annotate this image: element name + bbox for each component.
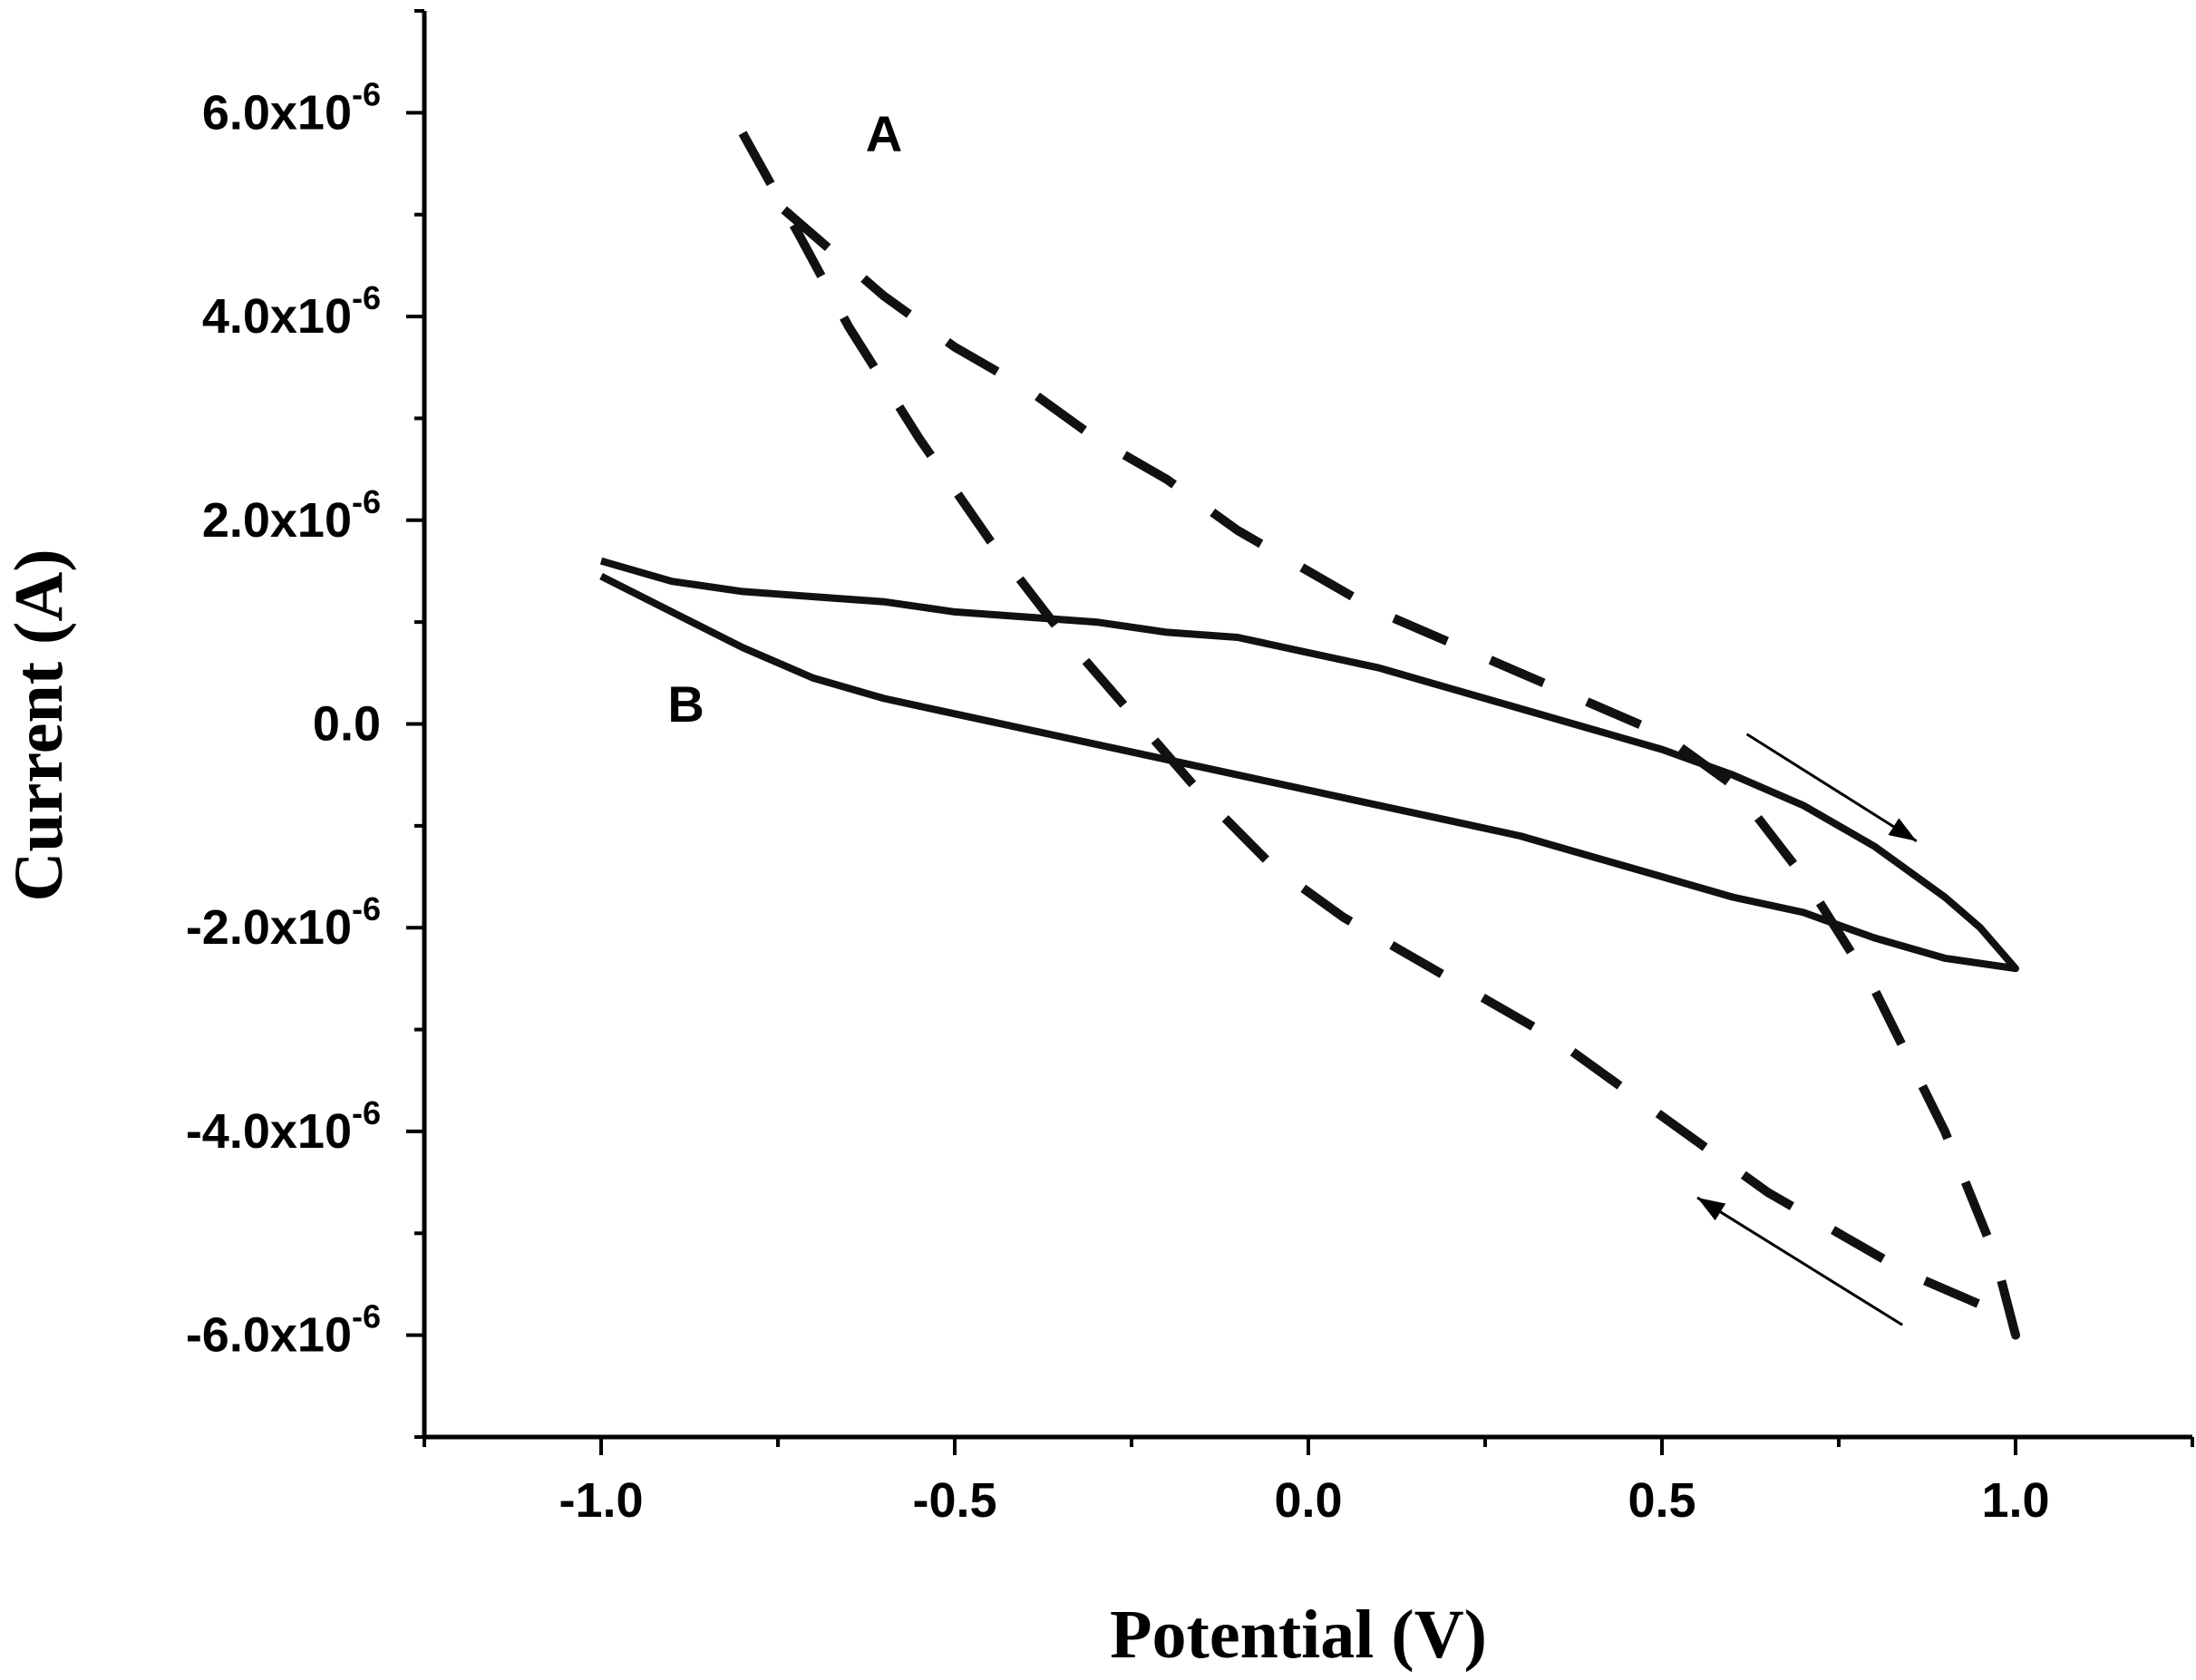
x-tick-label: 0.5 [1628, 1473, 1696, 1528]
x-tick-label: -0.5 [912, 1473, 996, 1528]
annotations [1696, 733, 1918, 1326]
reverse-scan-arrow-head [1697, 1197, 1726, 1221]
x-tick-label: 0.0 [1274, 1473, 1342, 1528]
x-axis-title: Potential (V) [1110, 1597, 1487, 1673]
series-a-curve [738, 131, 2020, 1340]
y-tick-label: 2.0x10-6 [202, 483, 381, 548]
series-b-curve [599, 557, 2019, 973]
y-tick-label: -4.0x10-6 [186, 1094, 381, 1159]
series: AB [599, 105, 2020, 1340]
y-tick-label: -6.0x10-6 [186, 1298, 381, 1363]
series-a-label: A [866, 105, 902, 162]
y-tick-label: 0.0 [313, 697, 381, 752]
series-b-label: B [667, 675, 704, 733]
y-tick-label: 6.0x10-6 [202, 75, 381, 140]
y-tick-label: 4.0x10-6 [202, 279, 381, 344]
forward-scan-arrow-head [1888, 818, 1917, 841]
y-tick-label: -2.0x10-6 [186, 890, 381, 955]
ticks: -1.0 -0.5 0.0 0.5 1.0 6.0x10-6 4.0x10-6 2.0x10-… [186, 9, 2194, 1528]
reverse-scan-arrow-line [1696, 1196, 1903, 1326]
x-tick-label: 1.0 [1981, 1473, 2049, 1528]
x-tick-label: -1.0 [559, 1473, 643, 1528]
y-axis-title: Current (A) [1, 549, 77, 901]
forward-scan-arrow-line [1745, 733, 1918, 842]
